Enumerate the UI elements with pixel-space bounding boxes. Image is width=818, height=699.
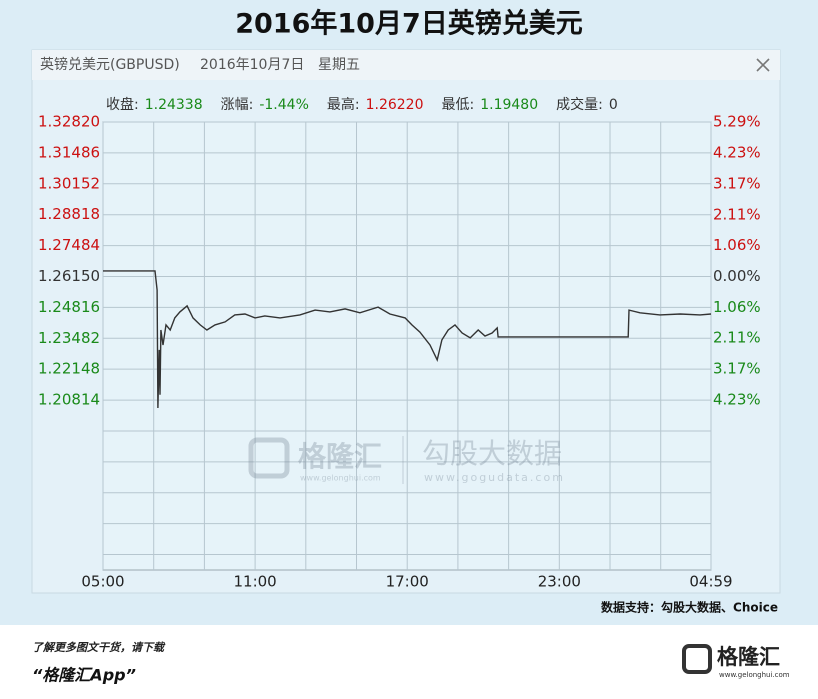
- stat-value: 1.19480: [480, 97, 538, 113]
- y2-tick-label: 3.17%: [713, 174, 761, 192]
- y2-tick-label: 0.00%: [713, 267, 761, 285]
- stat-value: 1.24338: [145, 97, 203, 113]
- y-tick-label: 1.20814: [38, 391, 100, 409]
- y-tick-label: 1.26150: [38, 267, 100, 285]
- stat-label: 涨幅:: [221, 97, 254, 113]
- price-line: [103, 270, 712, 409]
- footer-logo-url: www.gelonghui.com: [719, 671, 790, 679]
- stat-label: 成交量:: [556, 96, 603, 113]
- stat-value: -1.44%: [259, 97, 309, 113]
- source: 数据支持：勾股大数据、Choice: [601, 600, 778, 615]
- close-icon[interactable]: [756, 58, 770, 72]
- panel-header: [32, 50, 780, 80]
- watermark: 格隆汇 www.gelonghui.com 勾股大数据 www.gogudata…: [248, 436, 565, 484]
- y2-tick-label: 3.17%: [713, 360, 761, 378]
- y2-tick-label: 2.11%: [713, 205, 761, 223]
- page-title: 2016年10月7日英镑兑美元: [235, 8, 583, 40]
- y2-tick-label: 2.11%: [713, 329, 761, 347]
- close-button[interactable]: [756, 58, 770, 72]
- y2-tick-label: 4.23%: [713, 391, 761, 409]
- footer-line2: “格隆汇App”: [32, 666, 136, 685]
- watermark-brand-url: www.gelonghui.com: [300, 474, 381, 483]
- footer-logo: 格隆汇: [717, 645, 780, 669]
- stat-value: 1.26220: [366, 97, 424, 113]
- y2-tick-label: 1.06%: [713, 298, 761, 316]
- stat-label: 最高:: [327, 96, 360, 113]
- stat-label: 收盘:: [106, 96, 139, 113]
- x-tick-label: 05:00: [81, 573, 124, 591]
- stat-value: 0: [609, 97, 618, 113]
- x-tick-label: 04:59: [689, 573, 732, 591]
- header-name: 英镑兑美元(GBPUSD): [40, 56, 180, 73]
- y2-tick-label: 4.23%: [713, 143, 761, 161]
- grid: [102, 121, 712, 570]
- y-tick-label: 1.23482: [38, 329, 100, 347]
- stat-label: 最低:: [442, 97, 475, 113]
- y-tick-label: 1.31486: [38, 143, 100, 161]
- watermark-partner-url: www.gogudata.com: [424, 471, 565, 484]
- y-tick-label: 1.22148: [38, 360, 100, 378]
- x-tick-label: 17:00: [386, 573, 429, 591]
- header-date: 2016年10月7日: [200, 57, 304, 73]
- y-tick-label: 1.30152: [38, 174, 100, 192]
- watermark-brand: 格隆汇: [298, 440, 382, 473]
- y-tick-label: 1.28818: [38, 205, 100, 223]
- x-tick-label: 11:00: [233, 573, 276, 591]
- y2-tick-label: 5.29%: [713, 113, 761, 131]
- y-tick-label: 1.24816: [38, 298, 100, 316]
- watermark-partner: 勾股大数据: [422, 437, 562, 470]
- y-tick-label: 1.32820: [38, 113, 100, 131]
- y-tick-label: 1.27484: [38, 236, 100, 254]
- footer-logo-mark: [682, 644, 712, 674]
- y2-tick-label: 1.06%: [713, 236, 761, 254]
- footer-line1: 了解更多图文干货，请下载: [32, 641, 166, 654]
- x-tick-label: 23:00: [538, 573, 581, 591]
- header-weekday: 星期五: [318, 57, 360, 73]
- watermark-logo: [248, 437, 290, 479]
